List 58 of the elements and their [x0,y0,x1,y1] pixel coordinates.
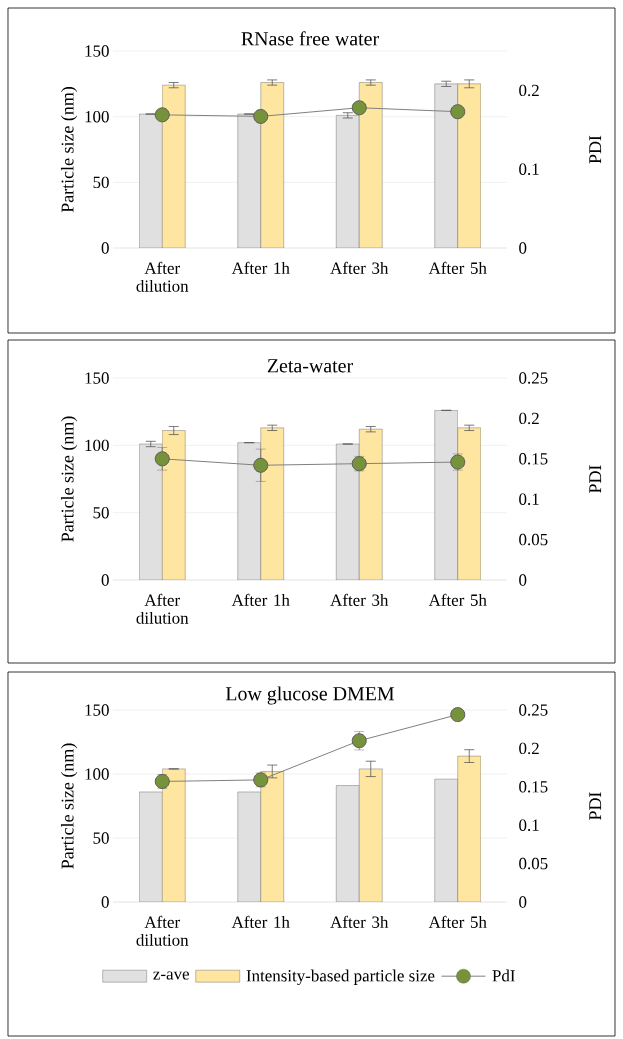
y-tick-label: 50 [93,832,109,844]
y-tick-label: 100 [85,439,109,452]
y-tick-label: 150 [85,372,109,384]
y2-tick-label: 0.15 [519,453,548,465]
y-axis-title: Particle size (nm) [60,743,78,869]
y2-axis-title: PDI [589,792,602,820]
y2-tick-label: 0 [519,896,527,908]
bar [457,755,481,903]
x-tick-label: After dilution [136,915,189,946]
y-tick-label: 150 [85,704,109,716]
x-tick-label: After 5h [428,261,487,274]
y2-tick-label: 0.2 [519,742,539,755]
x-tick-label: After 3h [330,261,389,274]
legend-label: PdI [492,969,515,982]
y2-tick-label: 0.1 [519,819,539,831]
x-tick-label: After 3h [330,593,389,606]
x-tick-label: After 5h [428,915,487,928]
chart-title: Zeta-water [267,359,353,373]
y2-axis-title: PDI [589,135,602,164]
y-tick-label: 150 [85,45,109,57]
y-tick-label: 0 [101,896,109,908]
bar [162,768,186,903]
y2-tick-label: 0.25 [519,372,548,384]
y2-tick-label: 0.1 [519,493,539,505]
point [253,457,269,473]
x-tick-label: After dilution [136,261,189,292]
y2-tick-label: 0.25 [519,704,548,716]
y-axis-title: Particle size (nm) [60,416,78,542]
x-tick-label: After 5h [428,593,487,606]
y-tick-label: 0 [101,574,109,586]
bar [260,771,284,903]
x-tick-label: After 1h [231,915,290,928]
y2-tick-label: 0.05 [519,857,548,870]
point [154,451,170,467]
x-tick-label: After 3h [330,915,389,928]
legend-label: z-ave [153,971,189,980]
y2-tick-label: 0 [519,242,527,254]
x-tick-label: After 1h [231,261,290,274]
y2-tick-label: 0 [519,574,527,586]
chart-title: RNase free water [241,31,379,46]
point [450,707,466,723]
y2-tick-label: 0.2 [519,84,539,97]
y-tick-label: 100 [85,110,109,123]
legend-label: Intensity-based particle size [246,969,435,985]
y2-tick-label: 0.15 [519,781,548,793]
y-tick-label: 100 [85,768,109,780]
x-tick-label: After dilution [136,593,189,624]
y2-tick-label: 0.05 [519,533,548,546]
bar [359,768,383,903]
x-tick-label: After 1h [231,593,290,606]
y-tick-label: 50 [93,506,109,519]
y2-tick-label: 0.2 [519,412,539,425]
y-tick-label: 0 [101,242,109,254]
y2-tick-label: 0.1 [519,163,539,175]
y-tick-label: 50 [93,176,109,189]
y2-axis-title: PDI [589,465,602,493]
y-axis-title: Particle size (nm) [60,87,78,213]
chart-title: Low glucose DMEM [225,686,395,705]
